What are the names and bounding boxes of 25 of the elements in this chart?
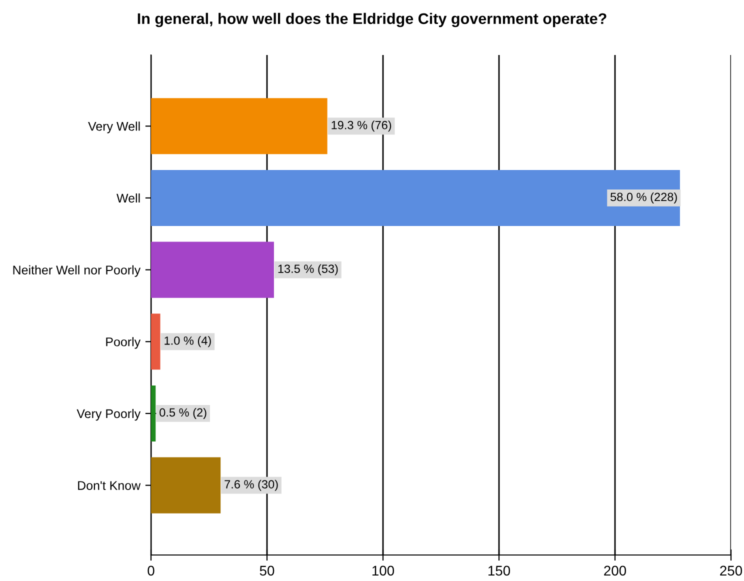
data-label: 0.5 % (2): [160, 408, 206, 419]
y-tick-label: Well: [116, 193, 140, 203]
x-tick-label: 0: [148, 566, 154, 576]
data-label: 13.5 % (53): [278, 264, 338, 276]
bar: [151, 98, 328, 154]
bar: [151, 385, 156, 442]
x-tick-label: 50: [260, 566, 274, 576]
bar: [151, 457, 221, 514]
bar: [151, 242, 274, 298]
x-tick-label: 250: [720, 566, 742, 576]
y-tick-label: Neither Well nor Poorly: [13, 265, 141, 277]
x-tick-label: 150: [488, 566, 510, 576]
y-tick-label: Very Well: [88, 122, 140, 134]
data-label: 1.0 % (4): [164, 336, 211, 348]
x-tick-label: 100: [372, 566, 394, 576]
data-label: 7.6 % (30): [224, 480, 278, 491]
data-label: 58.0 % (228): [610, 192, 677, 204]
y-tick-label: Don't Know: [78, 481, 141, 490]
y-tick-label: Very Poorly: [76, 408, 141, 421]
data-label: 19.3 % (76): [332, 120, 392, 132]
y-tick-label: Poorly: [106, 337, 141, 349]
bar: [151, 170, 680, 226]
chart-title: In general, how well does the Eldridge City government operate?: [138, 12, 606, 28]
bar: [151, 314, 160, 370]
x-tick-label: 200: [604, 566, 626, 576]
